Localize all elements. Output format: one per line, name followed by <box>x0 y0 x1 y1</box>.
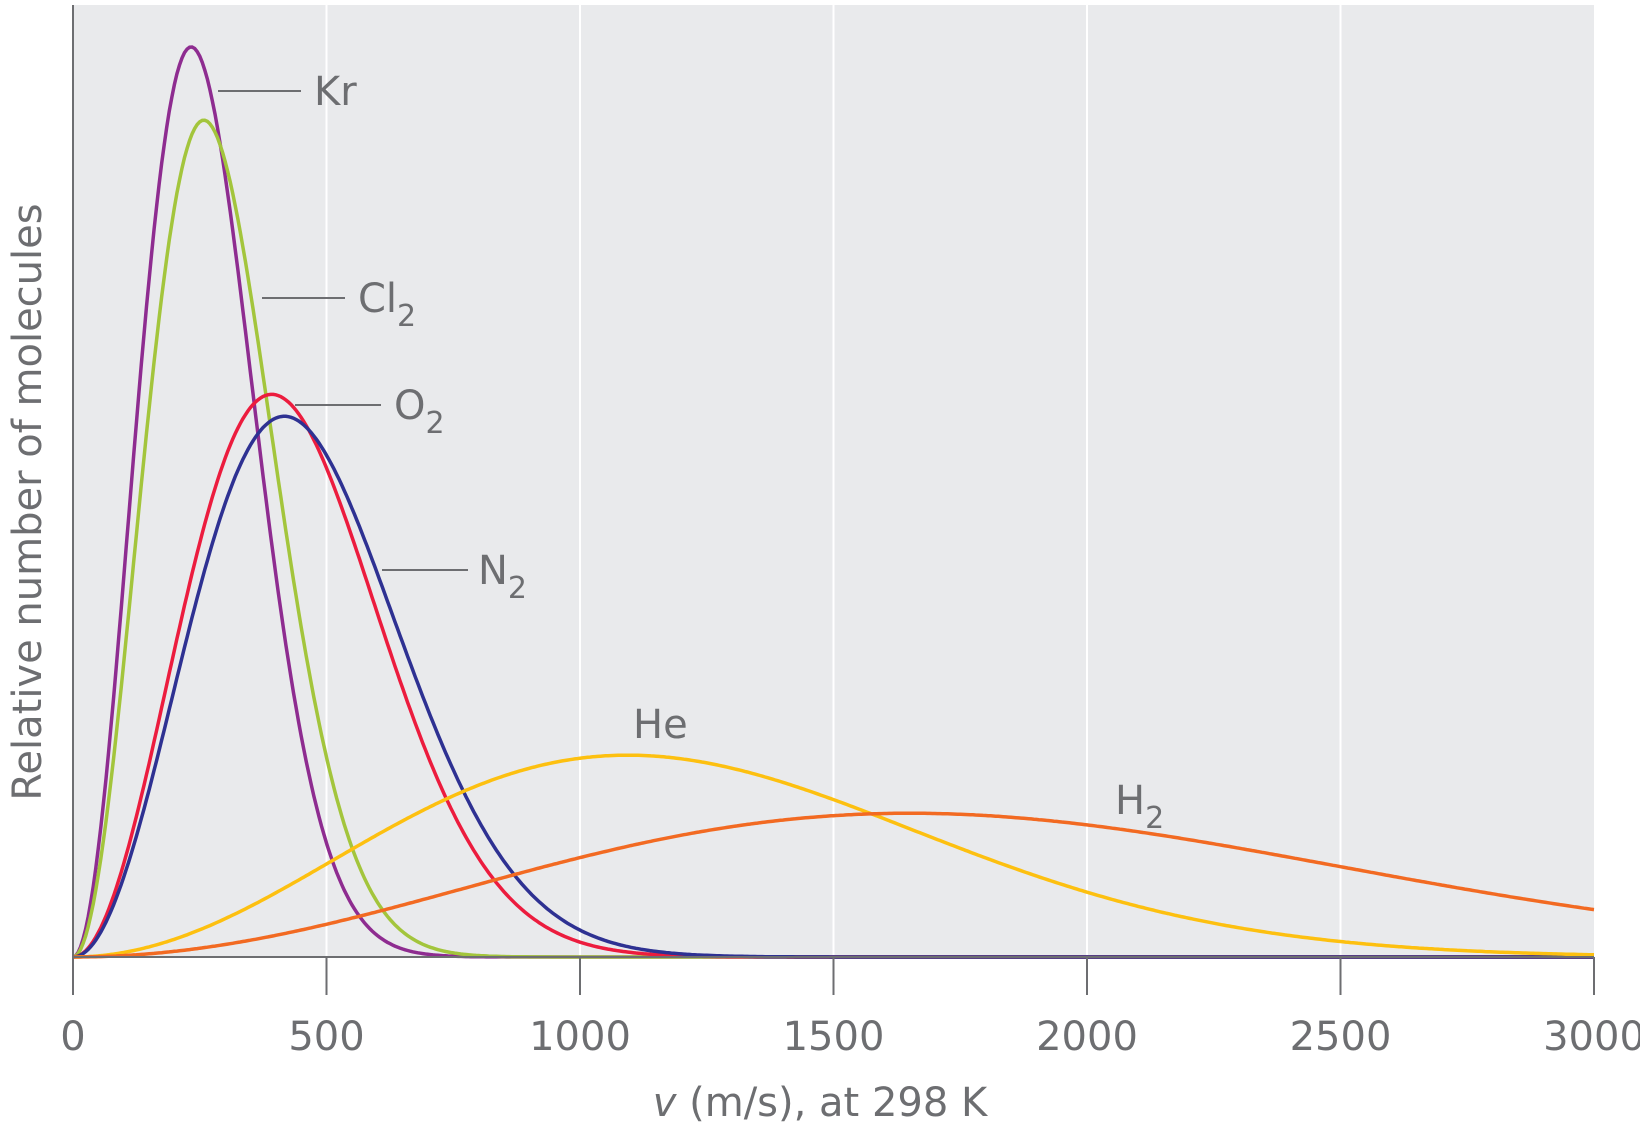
series-label-text: Kr <box>314 69 357 115</box>
x-tick-label: 1000 <box>529 1014 631 1060</box>
curve-he <box>73 753 1595 959</box>
x-tick-label: 1500 <box>783 1014 885 1060</box>
x-tick-label: 2000 <box>1036 1014 1138 1060</box>
series-label-he: He <box>633 702 688 748</box>
series-label-text: O <box>394 383 425 429</box>
series-label-h2: H2 <box>1115 778 1164 836</box>
series-label-subscript: 2 <box>425 406 444 441</box>
series-label-subscript: 2 <box>1145 801 1164 836</box>
x-tick-label: 3000 <box>1543 1014 1640 1060</box>
series-label-kr: Kr <box>314 69 357 115</box>
series-label-text: N <box>478 548 508 594</box>
x-tick-label: 500 <box>288 1014 364 1060</box>
series-label-o2: O2 <box>394 383 445 441</box>
series-label-n2: N2 <box>478 548 527 606</box>
series-label-cl2: Cl2 <box>358 276 416 334</box>
x-axis-label-unit: (m/s), at 298 K <box>676 1080 989 1126</box>
curve-h2 <box>73 811 1595 959</box>
x-tick-label: 2500 <box>1290 1014 1392 1060</box>
series-label-text: H <box>1115 778 1145 824</box>
x-axis-label-var: v <box>653 1080 678 1126</box>
x-axis-label: v (m/s), at 298 K <box>653 1080 989 1126</box>
series-label-subscript: 2 <box>397 299 416 334</box>
series-label-subscript: 2 <box>508 571 527 606</box>
series-label-text: He <box>633 702 688 748</box>
y-axis-label: Relative number of molecules <box>5 203 51 800</box>
x-tick-label: 0 <box>60 1014 85 1060</box>
series-label-text: Cl <box>358 276 397 322</box>
